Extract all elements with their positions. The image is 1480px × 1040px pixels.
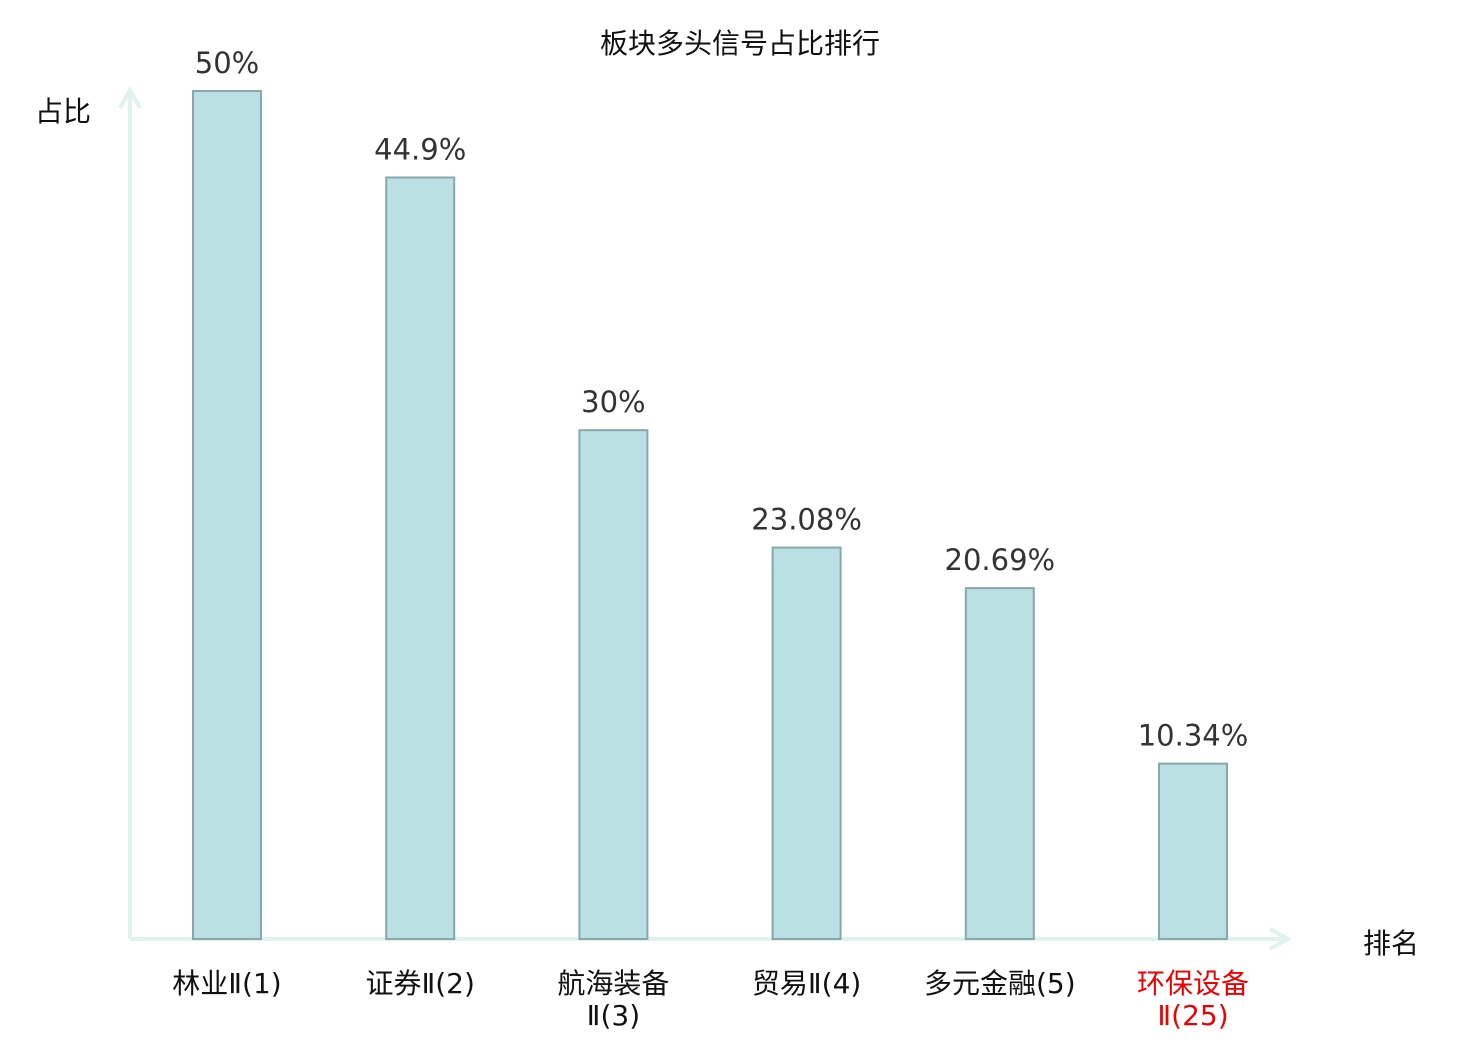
value-label: 10.34% [1138,719,1249,753]
axes [118,85,1293,951]
value-label: 50% [195,46,259,80]
x-axis-arrow [1269,927,1293,951]
x-tick-label: 贸易Ⅱ(4) [752,967,861,1000]
x-axis-label: 排名 [1363,927,1419,960]
bar [1158,762,1228,940]
y-axis-arrow [118,85,142,109]
bar [192,90,262,940]
bar [964,587,1035,940]
x-tick-label: 环保设备 [1137,967,1249,1000]
x-tick-label: 林业Ⅱ(1) [172,967,281,1000]
value-label: 23.08% [751,503,862,537]
x-tick-label: Ⅱ(25) [1157,999,1228,1032]
x-tick-label: Ⅱ(3) [587,999,640,1032]
bar [771,546,842,940]
x-tick-label: 证券Ⅱ(2) [365,967,474,1000]
value-label: 20.69% [945,543,1056,577]
chart-title: 板块多头信号占比排行 [600,27,880,60]
bars [192,90,1228,941]
value-label: 30% [581,385,645,419]
bar [578,429,649,940]
x-tick-label: 航海装备 [557,967,669,1000]
bar [385,176,456,941]
y-axis-label: 占比 [35,95,91,128]
value-label: 44.9% [374,132,466,166]
x-tick-label: 多元金融(5) [924,967,1076,1000]
